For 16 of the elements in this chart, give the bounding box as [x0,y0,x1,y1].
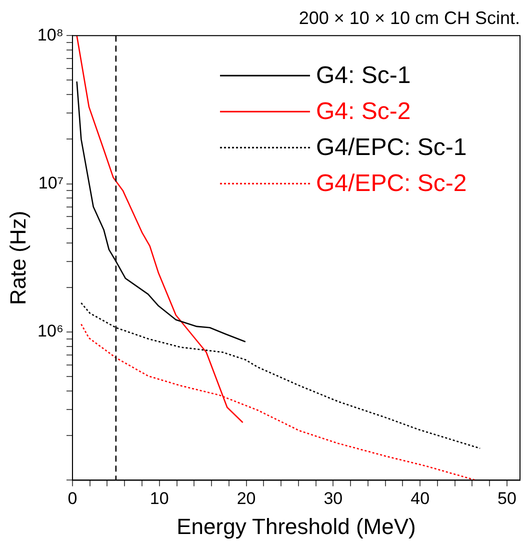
legend-label: G4/EPC: Sc-2 [316,170,467,198]
legend-label: G4: Sc-1 [316,62,411,90]
x-tick-label: 50 [498,489,516,508]
x-axis-title: Energy Threshold (MeV) [176,514,416,539]
y-tick-label: 10⁶ [38,322,64,341]
x-tick-label: 0 [68,489,78,508]
chart-title: 200 × 10 × 10 cm CH Scint. [298,8,520,28]
y-tick-label: 10⁷ [38,173,64,192]
y-axis-title: Rate (Hz) [5,210,30,305]
x-tick-label: 40 [410,489,430,508]
legend-label: G4/EPC: Sc-1 [316,134,467,162]
x-tick-label: 10 [150,489,169,508]
x-tick-label: 20 [236,489,256,508]
x-tick-label: 30 [324,489,343,508]
legend-label: G4: Sc-2 [316,98,411,126]
y-tick-label: 10⁸ [37,25,64,44]
